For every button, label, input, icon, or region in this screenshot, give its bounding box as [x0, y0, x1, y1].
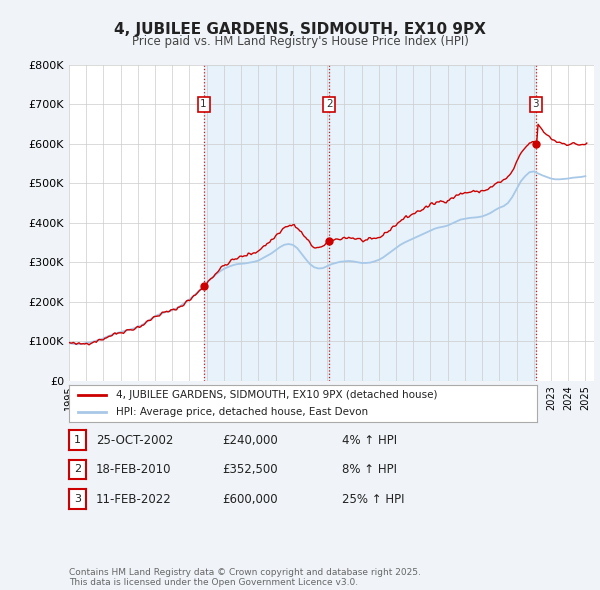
Text: 3: 3 — [74, 494, 81, 504]
Bar — [329, 65, 536, 381]
Text: 4, JUBILEE GARDENS, SIDMOUTH, EX10 9PX: 4, JUBILEE GARDENS, SIDMOUTH, EX10 9PX — [114, 22, 486, 37]
Text: 25-OCT-2002: 25-OCT-2002 — [96, 434, 173, 447]
Text: 4, JUBILEE GARDENS, SIDMOUTH, EX10 9PX (detached house): 4, JUBILEE GARDENS, SIDMOUTH, EX10 9PX (… — [116, 390, 437, 400]
Text: 2: 2 — [74, 464, 81, 474]
Text: 4% ↑ HPI: 4% ↑ HPI — [342, 434, 397, 447]
Text: £600,000: £600,000 — [222, 493, 278, 506]
Text: Price paid vs. HM Land Registry's House Price Index (HPI): Price paid vs. HM Land Registry's House … — [131, 35, 469, 48]
Bar — [203, 65, 329, 381]
Text: £352,500: £352,500 — [222, 463, 278, 476]
Text: 3: 3 — [533, 99, 539, 109]
Text: HPI: Average price, detached house, East Devon: HPI: Average price, detached house, East… — [116, 407, 368, 417]
Text: £240,000: £240,000 — [222, 434, 278, 447]
Text: Contains HM Land Registry data © Crown copyright and database right 2025.
This d: Contains HM Land Registry data © Crown c… — [69, 568, 421, 587]
Text: 11-FEB-2022: 11-FEB-2022 — [96, 493, 172, 506]
Text: 1: 1 — [200, 99, 207, 109]
Text: 25% ↑ HPI: 25% ↑ HPI — [342, 493, 404, 506]
Text: 1: 1 — [74, 435, 81, 445]
Text: 2: 2 — [326, 99, 332, 109]
Text: 8% ↑ HPI: 8% ↑ HPI — [342, 463, 397, 476]
Text: 18-FEB-2010: 18-FEB-2010 — [96, 463, 172, 476]
